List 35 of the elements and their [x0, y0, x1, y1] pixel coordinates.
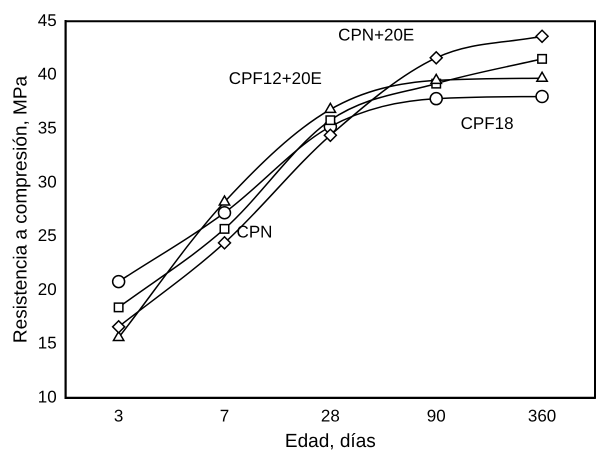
y-tick-label: 25 — [38, 226, 57, 246]
y-tick-label: 45 — [38, 10, 57, 30]
point — [218, 195, 230, 206]
y-tick-label: 40 — [38, 64, 57, 84]
point — [429, 92, 443, 106]
x-axis-title: Edad, días — [284, 430, 376, 452]
x-tick-label: 3 — [114, 406, 124, 426]
y-tick-label: 10 — [38, 387, 57, 406]
x-tick-label: 360 — [528, 406, 556, 426]
point — [535, 30, 549, 44]
point — [324, 102, 336, 114]
point — [325, 115, 336, 126]
point — [220, 224, 230, 234]
y-tick-label: 20 — [38, 280, 57, 299]
y-tick-label: 30 — [38, 172, 57, 192]
y-tick-label: 35 — [38, 118, 57, 138]
point — [324, 128, 338, 142]
point — [112, 274, 126, 288]
y-tick-label: 15 — [38, 334, 57, 353]
series-label: CPF12+20E — [228, 69, 322, 88]
x-tick-label: 7 — [220, 406, 230, 426]
point — [218, 206, 232, 220]
x-tick-label: 90 — [426, 406, 446, 426]
y-axis-title: Resistencia a compresión, MPa — [10, 75, 32, 344]
series-label: CPF18 — [460, 114, 514, 134]
point — [112, 330, 125, 342]
point — [112, 320, 126, 334]
series-label: CPN+20E — [338, 25, 414, 44]
point — [429, 51, 443, 65]
x-tick-label: 28 — [320, 406, 340, 426]
point — [430, 74, 442, 84]
point — [537, 54, 548, 64]
point — [218, 236, 232, 250]
point — [114, 302, 124, 312]
point — [535, 90, 549, 104]
